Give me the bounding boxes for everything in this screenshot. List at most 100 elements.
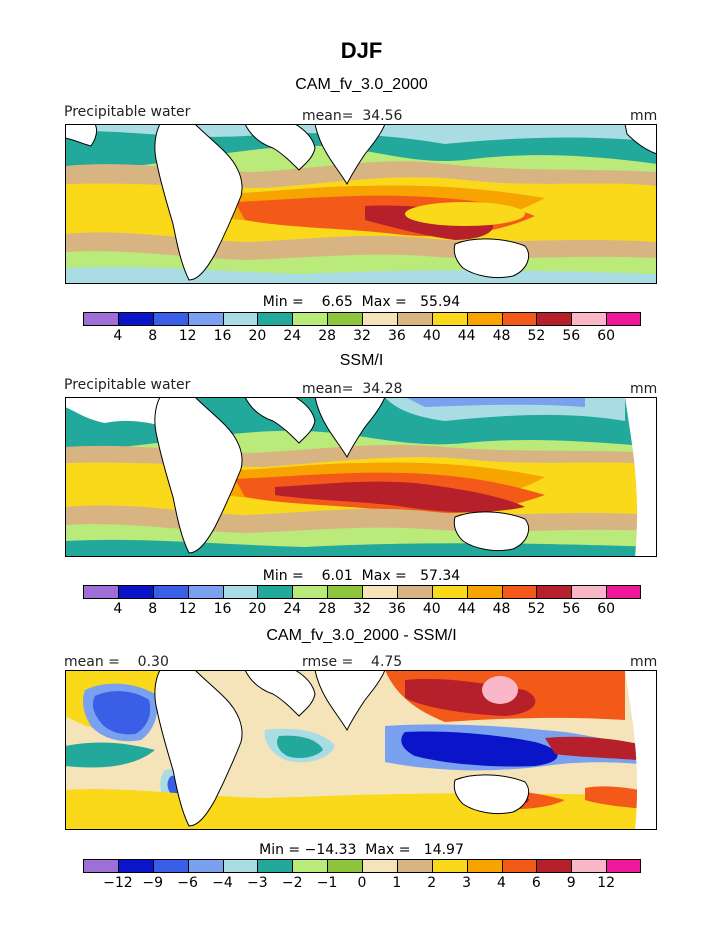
colorbar-swatch (117, 585, 153, 599)
colorbar-swatch (187, 585, 223, 599)
colorbar-swatch (431, 859, 467, 873)
panel-1-mean-label: mean= 34.56 (302, 108, 403, 124)
colorbar-tick-label: 60 (597, 601, 616, 617)
colorbar-swatch (571, 312, 607, 326)
colorbar-tick-label: 2 (427, 875, 437, 891)
colorbar-swatch (466, 585, 502, 599)
panel-1-colorbar-ticks: 4 8 12 16 20 24 28 32 36 40 44 48 52 56 60 (83, 328, 641, 346)
colorbar-tick-label: 24 (283, 601, 302, 617)
colorbar-swatch (536, 585, 572, 599)
colorbar-tick-label: 12 (178, 601, 197, 617)
colorbar-tick-label: 12 (178, 328, 197, 344)
panel-2-units-label: mm (630, 381, 658, 397)
panel-1-minmax: Min = 6.65 Max = 55.94 (262, 294, 461, 310)
colorbar-swatch (396, 312, 432, 326)
colorbar-swatch (536, 312, 572, 326)
colorbar-tick-label: 44 (457, 328, 476, 344)
colorbar-tick-label: 28 (318, 601, 337, 617)
colorbar-tick-label: 52 (527, 601, 546, 617)
colorbar-swatch (117, 312, 153, 326)
panel-1-title: CAM_fv_3.0_2000 (295, 76, 428, 93)
colorbar-tick-label: 36 (387, 601, 406, 617)
colorbar-swatch (83, 859, 118, 873)
colorbar-swatch (466, 859, 502, 873)
colorbar-tick-label: 36 (387, 328, 406, 344)
colorbar-swatch (292, 859, 328, 873)
colorbar-swatch (83, 312, 118, 326)
colorbar-tick-label: 12 (597, 875, 616, 891)
panel-3-minmax: Min = −14.33 Max = 14.97 (259, 842, 464, 858)
panel-2-minmax: Min = 6.01 Max = 57.34 (262, 568, 461, 584)
colorbar-tick-label: 4 (113, 601, 123, 617)
panel-2-map (65, 397, 657, 557)
colorbar-tick-label: 16 (213, 601, 232, 617)
colorbar-swatch (257, 312, 293, 326)
panel-2-title: SSM/I (339, 352, 384, 369)
colorbar-tick-label: 52 (527, 328, 546, 344)
colorbar-swatch (222, 859, 258, 873)
colorbar-swatch (571, 859, 607, 873)
panel-1-left-label: Precipitable water (64, 104, 191, 120)
panel-3-units-label: mm (630, 654, 658, 670)
colorbar-swatch (257, 859, 293, 873)
colorbar-swatch (222, 312, 258, 326)
colorbar-swatch (327, 585, 362, 599)
colorbar-tick-label: 48 (492, 328, 511, 344)
panel-2-colorbar (83, 585, 641, 599)
panel-1-map (65, 124, 657, 284)
colorbar-tick-label: −1 (316, 875, 338, 891)
colorbar-swatch (152, 312, 188, 326)
colorbar-tick-label: 9 (566, 875, 576, 891)
colorbar-swatch (362, 859, 397, 873)
colorbar-tick-label: 56 (562, 328, 581, 344)
colorbar-tick-label: 1 (392, 875, 402, 891)
colorbar-tick-label: −3 (247, 875, 268, 891)
colorbar-swatch (117, 859, 153, 873)
colorbar-tick-label: 0 (357, 875, 367, 891)
colorbar-swatch (396, 585, 432, 599)
colorbar-swatch (257, 585, 293, 599)
figure-title: DJF (340, 38, 383, 63)
panel-1-units-label: mm (630, 108, 658, 124)
colorbar-swatch (187, 312, 223, 326)
colorbar-tick-label: 60 (597, 328, 616, 344)
colorbar-tick-label: −2 (281, 875, 303, 891)
panel-2-left-label: Precipitable water (64, 377, 191, 393)
colorbar-tick-label: 56 (562, 601, 581, 617)
colorbar-swatch (501, 312, 537, 326)
colorbar-tick-label: 40 (422, 601, 441, 617)
colorbar-swatch (362, 312, 397, 326)
colorbar-swatch (362, 585, 397, 599)
colorbar-tick-label: 4 (497, 875, 506, 891)
panel-2-colorbar-ticks: 4 8 12 16 20 24 28 32 36 40 44 48 52 56 60 (83, 601, 641, 619)
colorbar-tick-label: −4 (212, 875, 233, 891)
colorbar-swatch (536, 859, 572, 873)
colorbar-swatch (606, 585, 641, 599)
colorbar-swatch (152, 585, 188, 599)
colorbar-swatch (396, 859, 432, 873)
panel-2-mean-label: mean= 34.28 (302, 381, 403, 397)
colorbar-tick-label: 40 (422, 328, 441, 344)
colorbar-tick-label: 6 (531, 875, 541, 891)
colorbar-tick-label: −9 (142, 875, 164, 891)
colorbar-tick-label: −12 (103, 875, 133, 891)
colorbar-tick-label: 16 (213, 328, 232, 344)
colorbar-swatch (292, 585, 328, 599)
colorbar-swatch (501, 585, 537, 599)
colorbar-swatch (187, 859, 223, 873)
colorbar-swatch (501, 859, 537, 873)
colorbar-swatch (606, 859, 641, 873)
colorbar-swatch (431, 585, 467, 599)
colorbar-tick-label: 3 (462, 875, 472, 891)
colorbar-tick-label: 48 (492, 601, 511, 617)
colorbar-swatch (83, 585, 118, 599)
colorbar-swatch (292, 312, 328, 326)
colorbar-tick-label: 32 (353, 328, 371, 344)
panel-3-colorbar (83, 859, 641, 873)
colorbar-swatch (606, 312, 641, 326)
panel-1-colorbar (83, 312, 641, 326)
colorbar-swatch (431, 312, 467, 326)
colorbar-tick-label: 44 (457, 601, 476, 617)
colorbar-swatch (222, 585, 258, 599)
colorbar-tick-label: 8 (148, 328, 158, 344)
